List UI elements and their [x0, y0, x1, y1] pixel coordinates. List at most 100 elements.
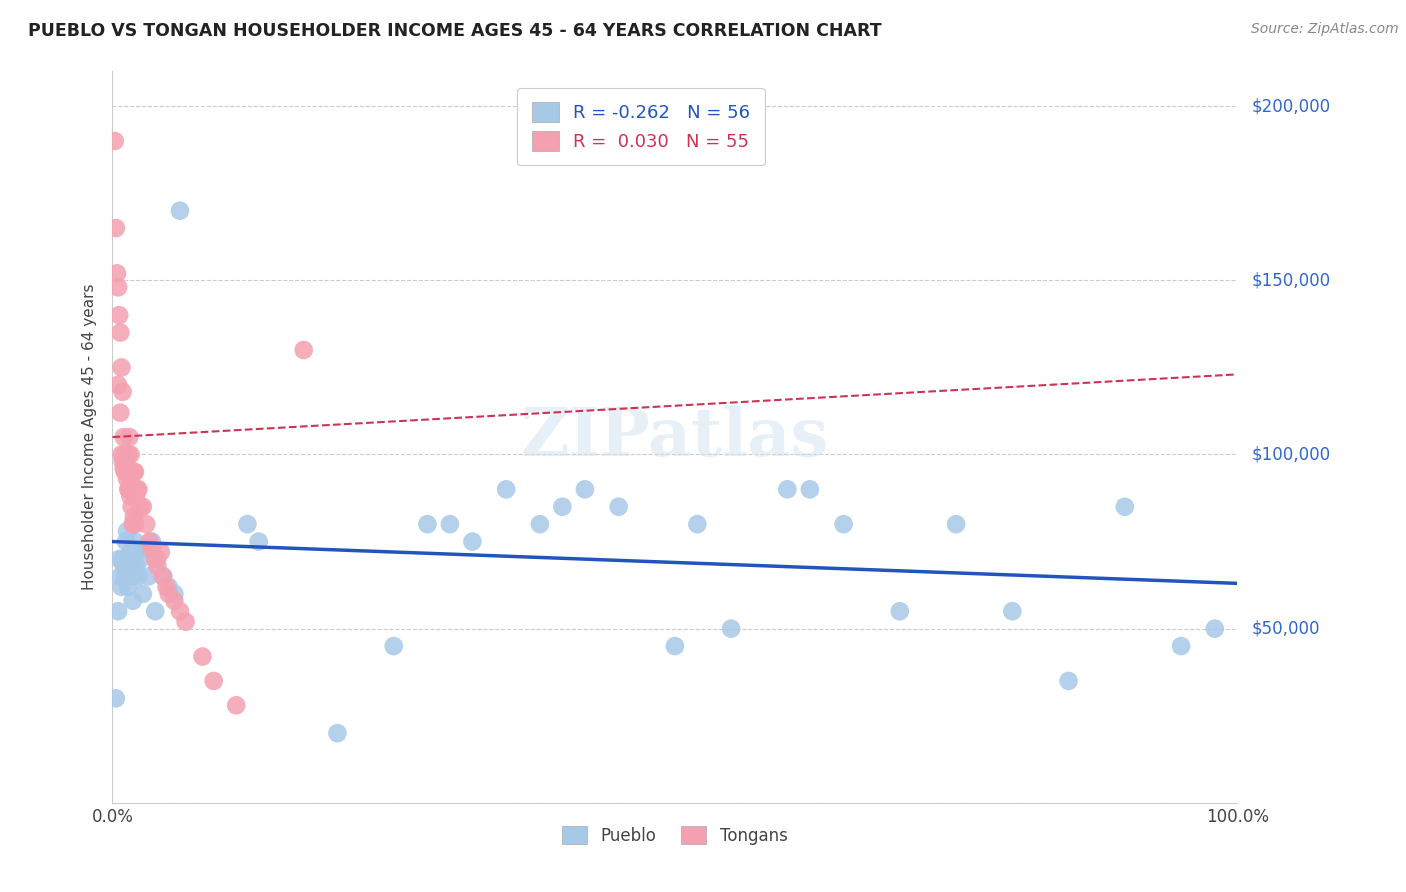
- Point: [124, 465, 146, 479]
- Point: [127, 483, 149, 497]
- Point: [945, 517, 967, 532]
- Point: [120, 489, 142, 503]
- Point: [111, 454, 134, 468]
- Point: [117, 448, 139, 462]
- Point: [382, 639, 405, 653]
- Point: [125, 558, 148, 573]
- Point: [146, 552, 169, 566]
- Point: [104, 221, 127, 235]
- Point: [121, 594, 143, 608]
- Point: [110, 360, 132, 375]
- Point: [110, 580, 132, 594]
- Point: [118, 430, 141, 444]
- Point: [121, 465, 143, 479]
- Point: [105, 266, 128, 280]
- Point: [108, 552, 131, 566]
- Point: [117, 580, 139, 594]
- Point: [114, 465, 136, 479]
- Point: [799, 483, 821, 497]
- Point: [122, 569, 145, 583]
- Point: [112, 558, 135, 573]
- Text: PUEBLO VS TONGAN HOUSEHOLDER INCOME AGES 45 - 64 YEARS CORRELATION CHART: PUEBLO VS TONGAN HOUSEHOLDER INCOME AGES…: [28, 22, 882, 40]
- Point: [114, 448, 136, 462]
- Point: [115, 454, 138, 468]
- Point: [157, 587, 180, 601]
- Point: [138, 569, 160, 583]
- Point: [115, 524, 138, 538]
- Point: [664, 639, 686, 653]
- Point: [122, 465, 145, 479]
- Point: [1204, 622, 1226, 636]
- Point: [439, 517, 461, 532]
- Point: [832, 517, 855, 532]
- Point: [104, 134, 127, 148]
- Point: [107, 280, 129, 294]
- Point: [132, 500, 155, 514]
- Point: [121, 500, 143, 514]
- Point: [141, 534, 163, 549]
- Point: [127, 483, 149, 497]
- Point: [889, 604, 911, 618]
- Point: [129, 552, 152, 566]
- Point: [225, 698, 247, 713]
- Point: [1001, 604, 1024, 618]
- Point: [149, 545, 172, 559]
- Point: [127, 569, 149, 583]
- Point: [163, 587, 186, 601]
- Point: [191, 649, 214, 664]
- Point: [114, 569, 136, 583]
- Point: [686, 517, 709, 532]
- Point: [111, 552, 134, 566]
- Point: [132, 587, 155, 601]
- Point: [551, 500, 574, 514]
- Point: [124, 534, 146, 549]
- Point: [115, 534, 138, 549]
- Point: [416, 517, 439, 532]
- Point: [107, 377, 129, 392]
- Point: [121, 517, 143, 532]
- Point: [461, 534, 484, 549]
- Point: [169, 604, 191, 618]
- Point: [236, 517, 259, 532]
- Point: [117, 483, 139, 497]
- Point: [104, 691, 127, 706]
- Point: [326, 726, 349, 740]
- Point: [529, 517, 551, 532]
- Point: [122, 510, 145, 524]
- Point: [143, 552, 166, 566]
- Point: [1057, 673, 1080, 688]
- Point: [110, 326, 132, 340]
- Point: [146, 558, 169, 573]
- Text: $150,000: $150,000: [1251, 271, 1330, 289]
- Point: [141, 541, 163, 556]
- Point: [107, 604, 129, 618]
- Text: Source: ZipAtlas.com: Source: ZipAtlas.com: [1251, 22, 1399, 37]
- Point: [115, 465, 138, 479]
- Point: [495, 483, 517, 497]
- Point: [121, 558, 143, 573]
- Point: [135, 541, 157, 556]
- Text: ZIPatlas: ZIPatlas: [520, 405, 830, 469]
- Text: $100,000: $100,000: [1251, 445, 1330, 464]
- Point: [574, 483, 596, 497]
- Point: [108, 308, 131, 322]
- Point: [110, 406, 132, 420]
- Point: [202, 673, 225, 688]
- Point: [247, 534, 270, 549]
- Point: [115, 472, 138, 486]
- Point: [112, 461, 135, 475]
- Point: [174, 615, 197, 629]
- Point: [111, 384, 134, 399]
- Point: [607, 500, 630, 514]
- Point: [152, 569, 174, 583]
- Point: [110, 448, 132, 462]
- Y-axis label: Householder Income Ages 45 - 64 years: Householder Income Ages 45 - 64 years: [82, 284, 97, 591]
- Point: [120, 545, 142, 559]
- Point: [121, 465, 143, 479]
- Point: [163, 594, 186, 608]
- Point: [152, 569, 174, 583]
- Point: [138, 534, 160, 549]
- Point: [110, 569, 132, 583]
- Point: [129, 500, 152, 514]
- Point: [112, 430, 135, 444]
